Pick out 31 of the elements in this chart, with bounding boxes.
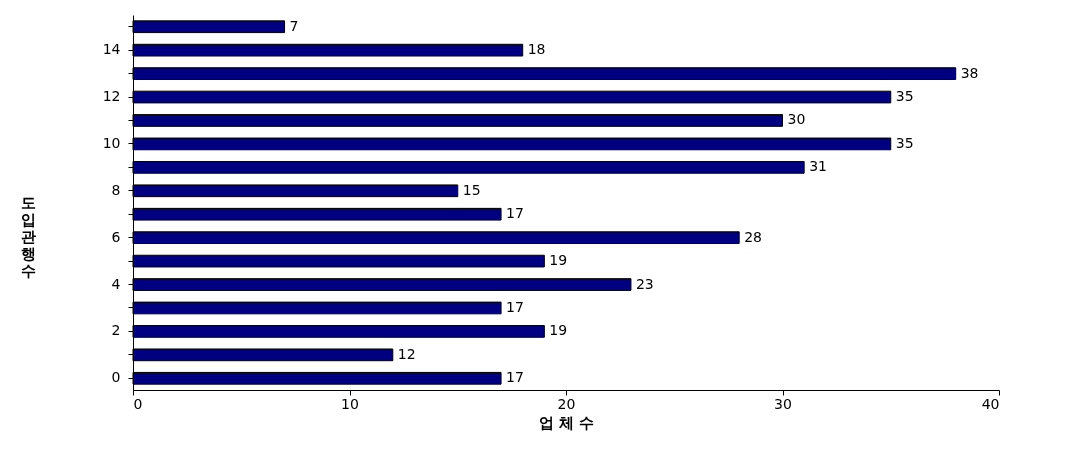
- data-label: 12: [397, 345, 416, 362]
- data-label: 23: [635, 275, 654, 292]
- y-tick-label: 2: [111, 322, 121, 339]
- y-tick-label: 8: [111, 181, 121, 198]
- data-label: 17: [506, 205, 524, 222]
- x-tick-label: 10: [341, 395, 359, 412]
- data-label: 15: [462, 181, 481, 198]
- x-tick-label: 30: [774, 395, 792, 412]
- x-tick-label: 20: [557, 395, 576, 412]
- data-label: 18: [527, 41, 546, 58]
- data-label: 19: [549, 252, 568, 269]
- data-label: 19: [549, 322, 568, 339]
- x-axis-title: 업 체 수: [538, 413, 595, 432]
- y-tick-label: 0: [111, 369, 121, 386]
- y-tick-label: 12: [102, 88, 121, 105]
- y-tick-label: 4: [111, 275, 121, 292]
- data-label: 35: [895, 88, 914, 105]
- y-tick-label: 6: [111, 228, 121, 245]
- data-label: 30: [787, 111, 806, 128]
- data-label: 7: [289, 17, 299, 34]
- data-label: 35: [895, 134, 914, 151]
- data-label: 38: [960, 64, 979, 81]
- x-tick-label: 40: [981, 395, 1000, 412]
- data-label: 28: [744, 228, 763, 245]
- data-label: 17: [506, 369, 524, 386]
- x-tick-label: 0: [133, 395, 143, 412]
- data-label: 31: [809, 158, 827, 175]
- y-tick-label: 10: [102, 134, 121, 151]
- data-label: 17: [506, 298, 524, 315]
- y-axis-title: 도입관행수: [21, 194, 37, 280]
- y-tick-label: 14: [102, 41, 121, 58]
